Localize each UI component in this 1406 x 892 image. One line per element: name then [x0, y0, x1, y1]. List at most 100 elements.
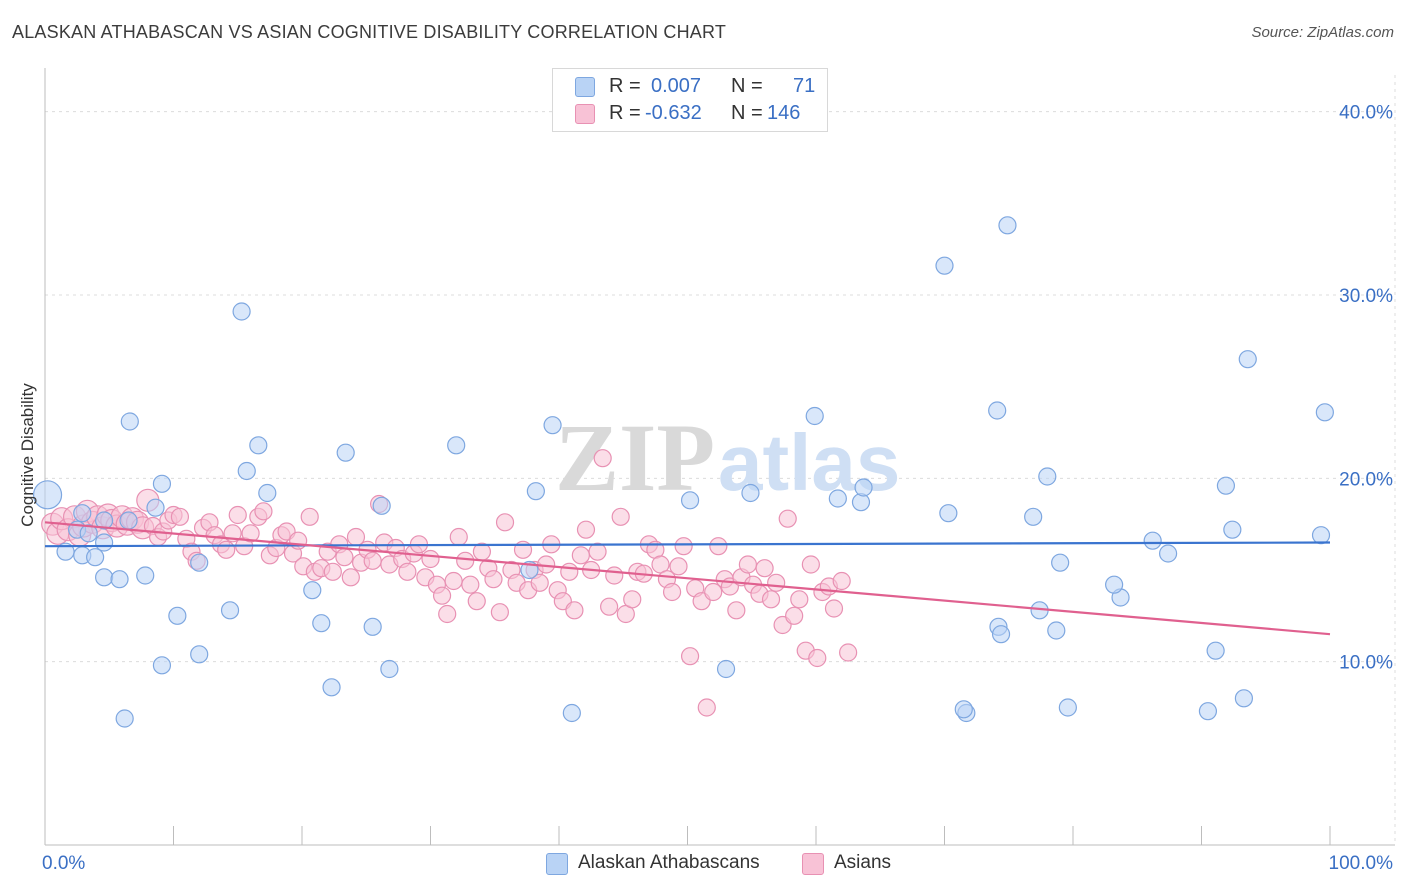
point-athabascan-39 [716, 659, 736, 679]
point-athabascan-7 [86, 548, 105, 567]
point-asian-123 [738, 555, 757, 574]
point-athabascan-24 [249, 436, 268, 455]
r-value-athabascan: 0.007 [651, 75, 702, 97]
data-points [32, 216, 1334, 728]
point-asian-100 [605, 566, 624, 585]
point-athabascan-40 [741, 483, 760, 503]
source-label: Source: ZipAtlas.com [1251, 24, 1394, 41]
n-label: N = [731, 75, 763, 97]
point-athabascan-20 [190, 645, 209, 664]
point-asian-87 [530, 573, 549, 592]
point-athabascan-33 [447, 436, 466, 455]
point-athabascan-66 [1223, 520, 1242, 539]
point-asian-54 [341, 568, 360, 587]
y-axis-label: Cognitive Disability [18, 383, 37, 527]
y-tick-label-10: 10.0% [1339, 653, 1393, 674]
point-athabascan-15 [146, 498, 165, 517]
point-asian-76 [467, 592, 486, 611]
point-asian-130 [778, 509, 797, 528]
r-label: R = [609, 75, 641, 97]
point-asian-51 [323, 562, 342, 581]
point-athabascan-36 [543, 416, 562, 435]
point-athabascan-51 [991, 625, 1011, 644]
point-asian-39 [254, 502, 273, 521]
point-asian-127 [761, 590, 781, 609]
point-athabascan-9 [119, 511, 138, 530]
point-athabascan-55 [1038, 467, 1057, 486]
point-asian-80 [490, 603, 509, 622]
x-tick-label-min: 0.0% [42, 853, 85, 874]
point-athabascan-45 [935, 256, 954, 275]
point-athabascan-38 [680, 491, 700, 510]
point-asian-33 [217, 540, 236, 559]
point-asian-99 [600, 597, 619, 616]
point-asian-73 [449, 527, 468, 547]
point-athabascan-61 [1143, 531, 1162, 550]
chart-title: ALASKAN ATHABASCAN VS ASIAN COGNITIVE DI… [12, 22, 727, 42]
point-athabascan-5 [95, 533, 114, 552]
bottom-legend-label-asian: Asians [834, 852, 892, 873]
point-athabascan-35 [526, 482, 545, 501]
point-athabascan-56 [1047, 621, 1066, 640]
point-asian-116 [697, 698, 716, 717]
trend-line-athabascan [44, 541, 1331, 548]
point-asian-64 [398, 562, 417, 581]
point-asian-72 [444, 571, 463, 591]
point-athabascan-3 [73, 504, 92, 523]
point-asian-68 [421, 549, 440, 569]
point-athabascan-62 [1158, 544, 1178, 563]
point-asian-79 [484, 570, 503, 589]
bottom-legend-label-athabascan: Alaskan Athabascans [578, 852, 760, 873]
trend-lines [44, 521, 1331, 636]
point-athabascan-52 [998, 216, 1017, 235]
point-asian-97 [588, 542, 607, 561]
point-athabascan-21 [220, 601, 240, 620]
point-athabascan-10 [95, 568, 114, 587]
stats-legend: R = 0.007 N = 71 R = -0.632 N = 146 [552, 68, 828, 132]
point-athabascan-60 [1105, 575, 1124, 594]
point-athabascan-63 [1198, 702, 1218, 721]
r-value-asian: -0.632 [645, 102, 702, 124]
point-athabascan-4 [79, 524, 98, 543]
point-athabascan-28 [322, 678, 341, 697]
point-asian-37 [241, 524, 260, 543]
point-asian-94 [571, 546, 590, 565]
point-athabascan-44 [854, 478, 873, 497]
point-asian-75 [461, 575, 480, 594]
point-athabascan-22 [232, 302, 251, 321]
point-athabascan-0 [32, 480, 63, 510]
point-asian-101 [611, 507, 630, 526]
point-athabascan-17 [152, 656, 172, 675]
point-athabascan-18 [168, 606, 187, 625]
point-asian-71 [438, 604, 457, 624]
point-asian-110 [662, 582, 682, 602]
n-value-asian: 146 [767, 102, 801, 124]
point-athabascan-65 [1216, 476, 1236, 495]
y-tick-label-30: 30.0% [1339, 286, 1393, 307]
point-asian-58 [363, 551, 382, 570]
trend-line-asian [44, 521, 1331, 636]
point-asian-45 [289, 531, 308, 550]
point-athabascan-42 [828, 489, 847, 508]
legend-row-asian: R = -0.632 N = 146 [575, 102, 815, 126]
bottom-swatch-athabascan [546, 853, 568, 875]
point-athabascan-23 [237, 461, 256, 481]
point-athabascan-57 [1051, 553, 1070, 572]
point-athabascan-27 [312, 614, 331, 633]
point-asian-25 [170, 507, 190, 526]
x-tick-label-max: 100.0% [1329, 853, 1394, 874]
point-asian-35 [228, 505, 247, 525]
y-tick-label-40: 40.0% [1339, 103, 1393, 124]
legend-row-athabascan: R = 0.007 N = 71 [575, 75, 815, 99]
point-athabascan-46 [939, 504, 958, 523]
point-asian-131 [785, 606, 804, 625]
point-asian-134 [801, 555, 820, 574]
point-athabascan-37 [562, 703, 581, 723]
point-asian-128 [767, 573, 786, 592]
y-tick-label-20: 20.0% [1339, 469, 1393, 490]
point-athabascan-32 [380, 659, 399, 679]
point-athabascan-13 [115, 709, 134, 728]
point-asian-126 [755, 559, 774, 578]
point-athabascan-8 [95, 511, 114, 530]
